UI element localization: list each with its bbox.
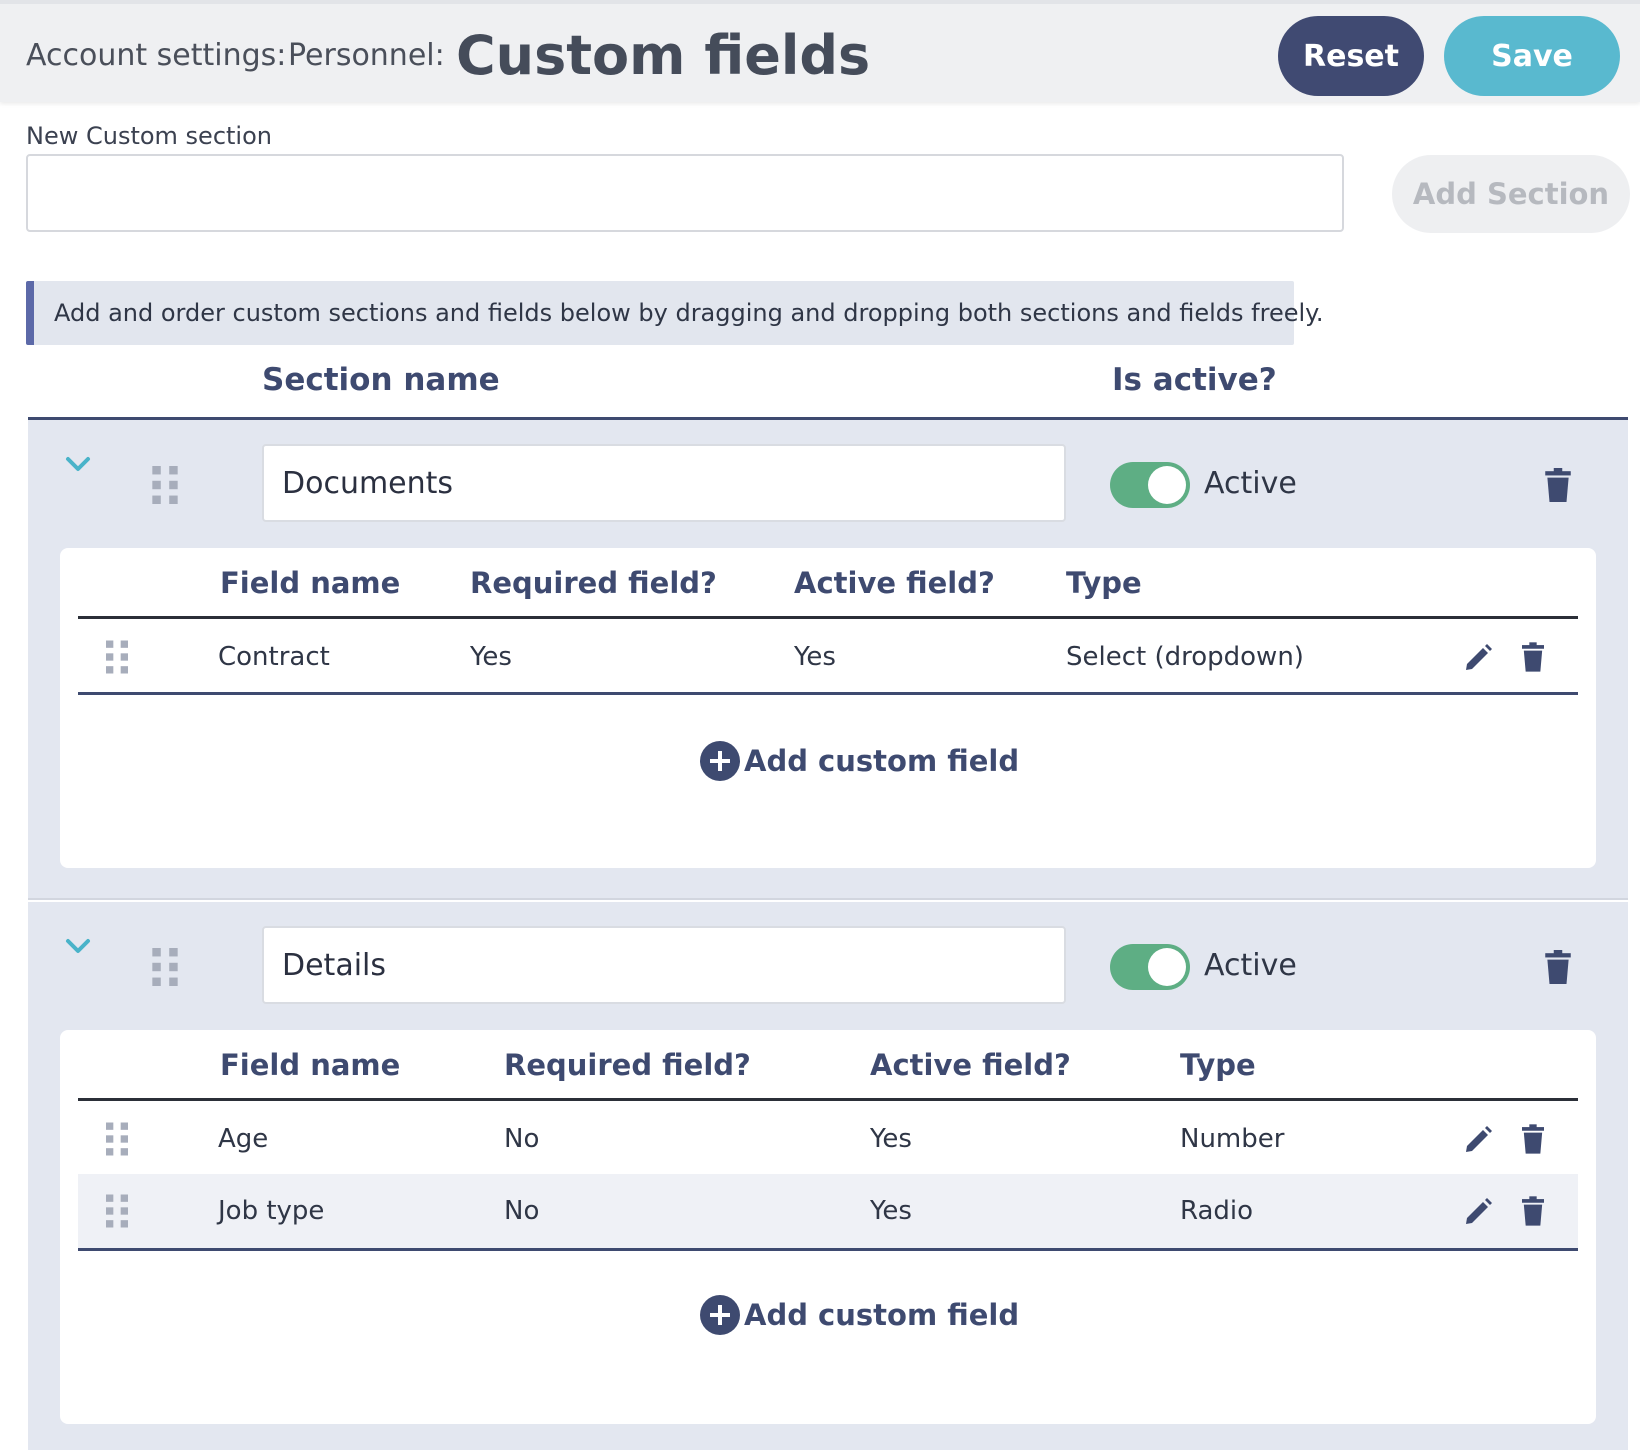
plus-circle-icon — [700, 741, 740, 781]
plus-circle-icon — [700, 1295, 740, 1335]
page-title: Custom fields — [456, 24, 871, 87]
table-header-divider — [78, 1098, 1578, 1101]
field-name-cell: Contract — [218, 642, 330, 672]
section-status-label: Active — [1204, 948, 1297, 983]
drag-handle-icon[interactable] — [106, 640, 128, 674]
chevron-down-icon[interactable] — [60, 928, 96, 964]
toggle-knob — [1148, 466, 1186, 504]
section-active-toggle[interactable] — [1110, 944, 1190, 990]
section-name-input[interactable]: Documents — [262, 444, 1066, 522]
active-cell: Yes — [870, 1124, 912, 1154]
page-header: Account settings: Personnel: Custom fiel… — [0, 0, 1640, 102]
new-section-input[interactable] — [26, 154, 1344, 232]
active-cell: Yes — [794, 642, 836, 672]
section-name-header: Section name — [262, 362, 500, 398]
drag-handle-icon[interactable] — [152, 466, 178, 504]
pencil-icon[interactable] — [1464, 644, 1492, 672]
section-status-label: Active — [1204, 466, 1297, 501]
fields-card: Field name Required field? Active field?… — [60, 1030, 1596, 1424]
table-bottom-divider — [78, 692, 1578, 695]
add-custom-field-label: Add custom field — [744, 1298, 1020, 1332]
trash-icon[interactable] — [1544, 950, 1572, 984]
info-banner: Add and order custom sections and fields… — [26, 281, 1324, 345]
chevron-down-icon[interactable] — [60, 446, 96, 482]
table-row: Job type No Yes Radio — [78, 1174, 1578, 1248]
field-name-cell: Age — [218, 1124, 269, 1154]
table-bottom-divider — [78, 1248, 1578, 1251]
fields-card: Field name Required field? Active field?… — [60, 548, 1596, 868]
add-custom-field-button[interactable]: Add custom field — [700, 740, 1019, 782]
type-header: Type — [1066, 566, 1142, 600]
type-cell: Radio — [1180, 1196, 1254, 1226]
type-cell: Select (dropdown) — [1066, 642, 1304, 672]
reset-button[interactable]: Reset — [1278, 16, 1424, 96]
required-cell: Yes — [470, 642, 512, 672]
save-button[interactable]: Save — [1444, 16, 1620, 96]
required-header: Required field? — [504, 1048, 751, 1082]
trash-icon[interactable] — [1522, 642, 1544, 672]
active-cell: Yes — [870, 1196, 912, 1226]
add-custom-field-label: Add custom field — [744, 744, 1020, 778]
custom-section: Details Active Field name Required field… — [28, 902, 1628, 1450]
header-divider — [28, 417, 1628, 420]
add-section-button[interactable]: Add Section — [1392, 155, 1630, 233]
type-cell: Number — [1180, 1124, 1285, 1154]
trash-icon[interactable] — [1522, 1124, 1544, 1154]
type-header: Type — [1180, 1048, 1256, 1082]
drag-handle-icon[interactable] — [106, 1194, 128, 1228]
drag-handle-icon[interactable] — [152, 948, 178, 986]
required-cell: No — [504, 1124, 540, 1154]
pencil-icon[interactable] — [1464, 1198, 1492, 1226]
field-name-cell: Job type — [218, 1196, 325, 1226]
field-name-header: Field name — [220, 566, 401, 600]
section-active-toggle[interactable] — [1110, 462, 1190, 508]
active-field-header: Active field? — [794, 566, 995, 600]
breadcrumb-account-settings[interactable]: Account settings: — [26, 38, 287, 73]
section-name-input[interactable]: Details — [262, 926, 1066, 1004]
trash-icon[interactable] — [1522, 1196, 1544, 1226]
drag-handle-icon[interactable] — [106, 1122, 128, 1156]
required-cell: No — [504, 1196, 540, 1226]
field-name-header: Field name — [220, 1048, 401, 1082]
pencil-icon[interactable] — [1464, 1126, 1492, 1154]
required-header: Required field? — [470, 566, 717, 600]
new-section-label: New Custom section — [26, 122, 272, 150]
add-custom-field-button[interactable]: Add custom field — [700, 1294, 1019, 1336]
table-header-divider — [78, 616, 1578, 619]
custom-section: Documents Active Field name Required fie… — [28, 420, 1628, 900]
toggle-knob — [1148, 948, 1186, 986]
active-field-header: Active field? — [870, 1048, 1071, 1082]
is-active-header: Is active? — [1112, 362, 1277, 398]
breadcrumb-personnel[interactable]: Personnel: — [288, 38, 445, 73]
trash-icon[interactable] — [1544, 468, 1572, 502]
